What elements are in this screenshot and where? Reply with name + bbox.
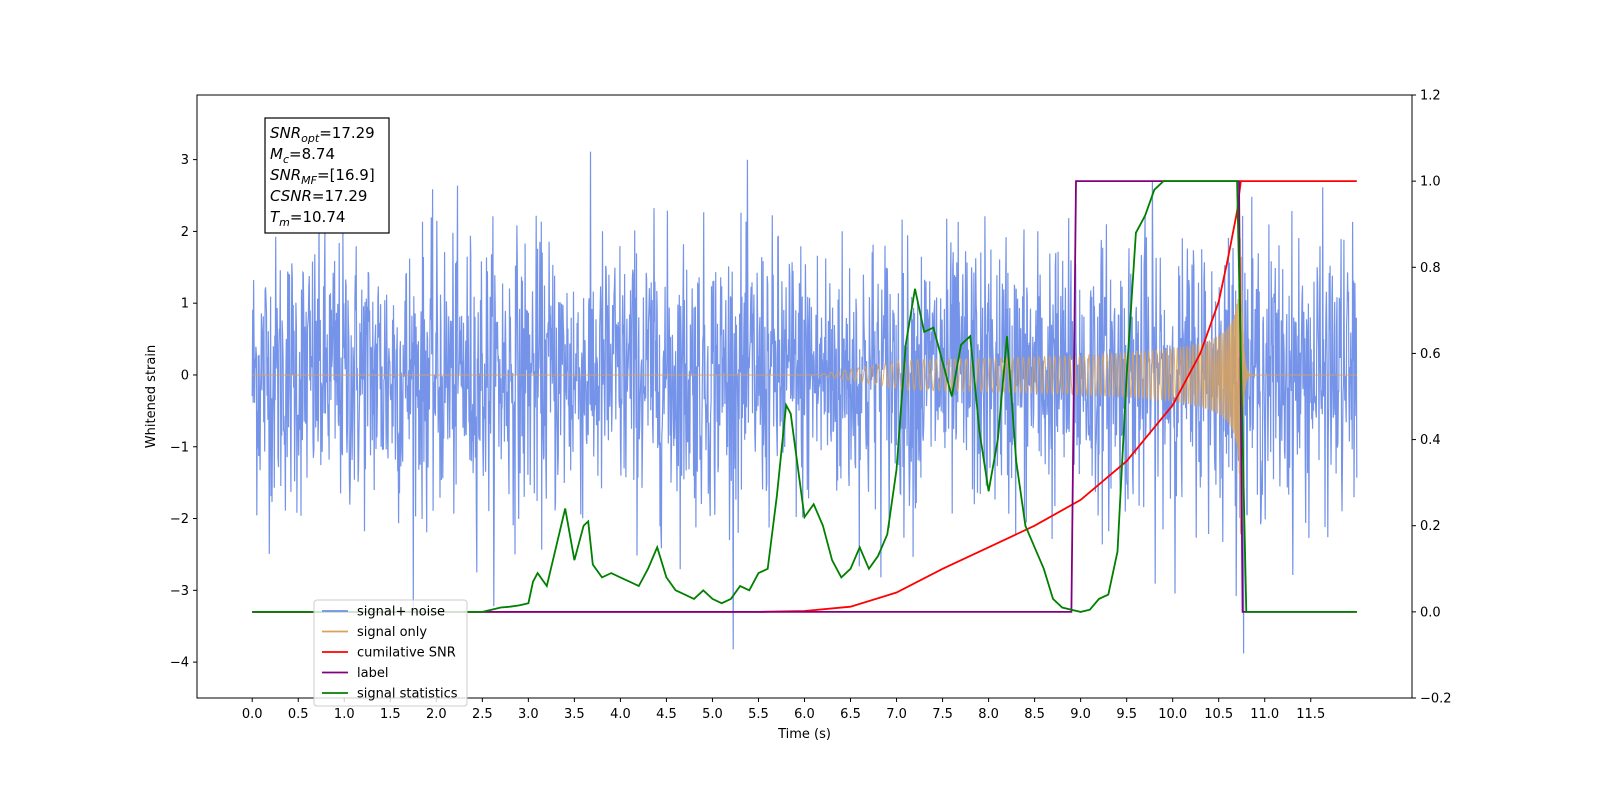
x-tick-label: 7.5 <box>932 707 953 722</box>
x-tick-label: 6.5 <box>840 707 861 722</box>
y-tick-label: 2 <box>181 225 189 240</box>
y-tick-label: −4 <box>170 656 189 671</box>
x-tick-label: 10.0 <box>1158 707 1187 722</box>
x-tick-label: 4.0 <box>610 707 631 722</box>
legend-label: cumilative SNR <box>357 646 456 661</box>
annotation-line: Mc=8.74 <box>270 145 335 166</box>
y-axis-right: 1.2 1.0 0.8 0.6 0.4 0.2 0.0 −0.2 <box>1412 89 1452 707</box>
x-tick-label: 3.5 <box>564 707 585 722</box>
y2-tick-label: 1.2 <box>1420 89 1441 104</box>
series-line-signal-noise <box>251 151 1358 654</box>
y2-tick-label: 1.0 <box>1420 175 1441 190</box>
x-tick-label: 9.0 <box>1070 707 1091 722</box>
x-tick-label: 1.5 <box>380 707 401 722</box>
x-tick-label: 11.0 <box>1250 707 1279 722</box>
annotation-line: Tm=10.74 <box>270 208 345 229</box>
annotation-frame <box>264 117 390 234</box>
y-tick-label: 0 <box>181 368 189 383</box>
y-tick-label: −1 <box>170 440 189 455</box>
y-tick-label: −2 <box>170 512 189 527</box>
x-tick-label: 5.0 <box>702 707 723 722</box>
x-tick-label: 7.0 <box>886 707 907 722</box>
legend-label: label <box>357 666 388 681</box>
legend-label: signal only <box>357 625 427 640</box>
y2-tick-label: 0.4 <box>1420 433 1441 448</box>
y-tick-label: −3 <box>170 584 189 599</box>
y-tick-label: 3 <box>181 153 189 168</box>
series-line-cumilative-snr <box>252 180 1357 613</box>
x-tick-label: 5.5 <box>748 707 769 722</box>
annotation-box: SNRopt=17.29Mc=8.74SNRMF=[16.9]CSNR=17.2… <box>264 117 390 234</box>
y2-tick-label: 0.0 <box>1420 605 1441 620</box>
annotation-line: SNRopt=17.29 <box>270 124 375 145</box>
legend-label: signal+ noise <box>357 605 445 620</box>
x-tick-label: 2.0 <box>426 707 447 722</box>
series-line-signal-statistics <box>252 180 1357 613</box>
legend-label: signal statistics <box>357 687 458 702</box>
legend: signal+ noise signal only cumilative SNR la… <box>313 599 468 707</box>
legend-frame <box>313 599 468 707</box>
x-tick-label: 0.5 <box>288 707 309 722</box>
x-axis-label: Time (s) <box>777 727 831 742</box>
y2-tick-label: −0.2 <box>1420 692 1452 707</box>
x-tick-label: 11.5 <box>1296 707 1325 722</box>
y2-tick-label: 0.6 <box>1420 347 1441 362</box>
y-axis-left: 3 2 1 0 −1 −2 −3 −4 <box>170 153 197 671</box>
x-tick-label: 2.5 <box>472 707 493 722</box>
x-tick-label: 3.0 <box>518 707 539 722</box>
annotation-line: SNRMF=[16.9] <box>270 166 375 187</box>
series-line-signal-only <box>252 238 1357 535</box>
y-axis-label: Whitened strain <box>144 345 159 448</box>
x-tick-label: 4.5 <box>656 707 677 722</box>
x-tick-label: 1.0 <box>334 707 355 722</box>
x-tick-label: 6.0 <box>794 707 815 722</box>
y2-tick-label: 0.2 <box>1420 519 1441 534</box>
x-tick-label: 0.0 <box>242 707 263 722</box>
series-layer <box>251 151 1358 654</box>
x-tick-label: 9.5 <box>1116 707 1137 722</box>
y-tick-label: 1 <box>181 297 189 312</box>
annotation-line: CSNR=17.29 <box>270 187 367 205</box>
x-tick-label: 8.0 <box>978 707 999 722</box>
x-tick-label: 10.5 <box>1204 707 1233 722</box>
x-axis: 0.0 0.5 1.0 1.5 2.0 2.5 3.0 3.5 4.0 4.5 5.0 5.5 6.0 6… <box>242 698 1325 722</box>
y2-tick-label: 0.8 <box>1420 261 1441 276</box>
x-tick-label: 8.5 <box>1024 707 1045 722</box>
